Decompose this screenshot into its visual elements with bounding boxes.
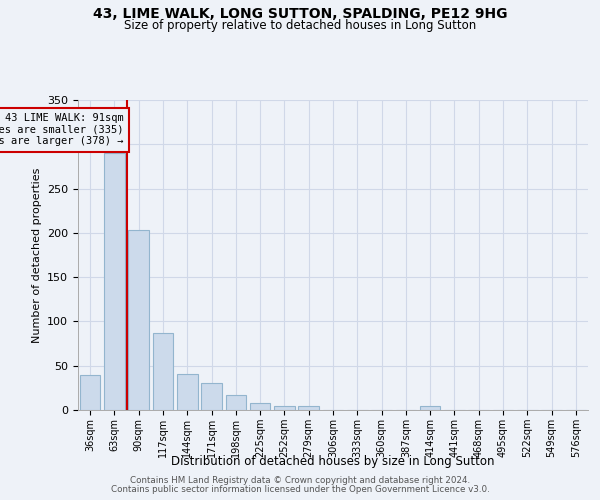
- Bar: [201, 384, 222, 410]
- Bar: [250, 403, 271, 410]
- Bar: [420, 406, 440, 410]
- Text: Contains HM Land Registry data © Crown copyright and database right 2024.: Contains HM Land Registry data © Crown c…: [130, 476, 470, 485]
- Bar: [177, 374, 197, 410]
- Bar: [152, 333, 173, 410]
- Bar: [274, 406, 295, 410]
- Text: Distribution of detached houses by size in Long Sutton: Distribution of detached houses by size …: [171, 455, 495, 468]
- Bar: [226, 395, 246, 410]
- Text: Contains public sector information licensed under the Open Government Licence v3: Contains public sector information licen…: [110, 485, 490, 494]
- Bar: [298, 406, 319, 410]
- Bar: [104, 153, 125, 410]
- Bar: [128, 230, 149, 410]
- Text: 43, LIME WALK, LONG SUTTON, SPALDING, PE12 9HG: 43, LIME WALK, LONG SUTTON, SPALDING, PE…: [93, 8, 507, 22]
- Text: 43 LIME WALK: 91sqm
← 47% of detached houses are smaller (335)
53% of semi-detac: 43 LIME WALK: 91sqm ← 47% of detached ho…: [0, 114, 124, 146]
- Y-axis label: Number of detached properties: Number of detached properties: [32, 168, 41, 342]
- Text: Size of property relative to detached houses in Long Sutton: Size of property relative to detached ho…: [124, 18, 476, 32]
- Bar: [80, 374, 100, 410]
